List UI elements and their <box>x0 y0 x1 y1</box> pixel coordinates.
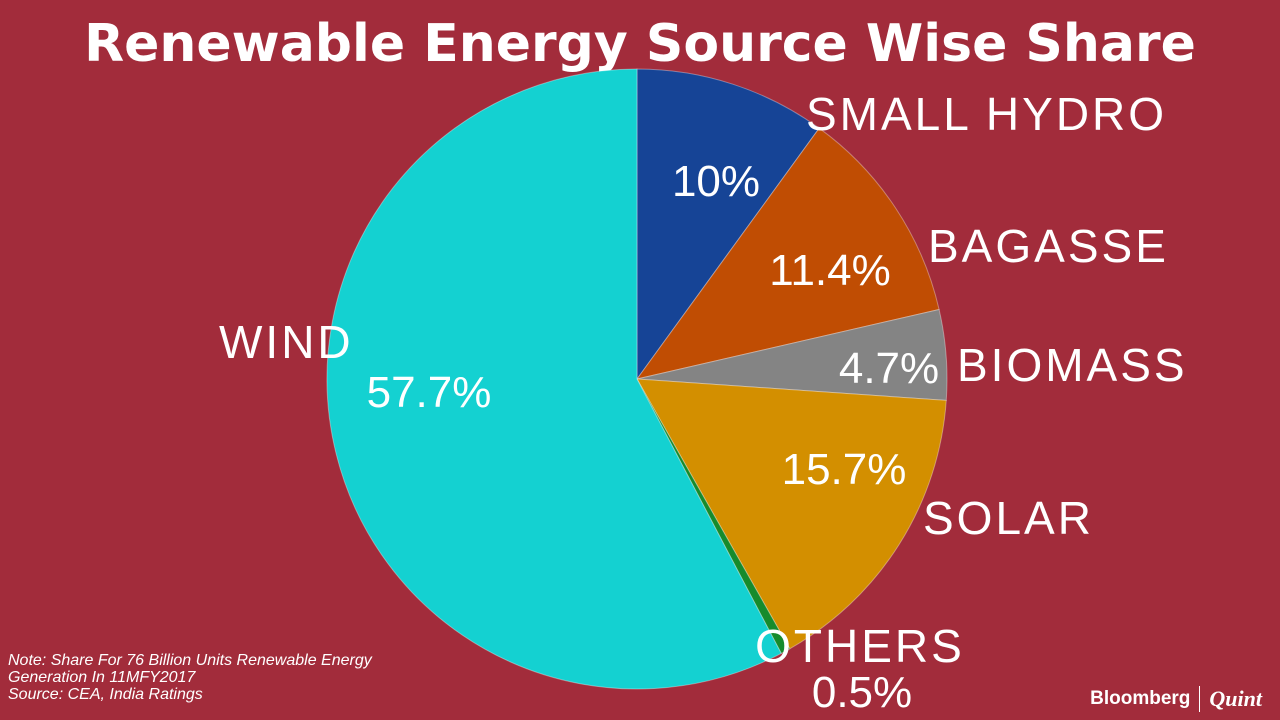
category-label-solar: SOLAR <box>923 492 1094 544</box>
pie-slice-bagasse <box>635 127 940 380</box>
source-line: Source: CEA, India Ratings <box>8 686 203 703</box>
category-label-bagasse: BAGASSE <box>928 220 1169 272</box>
pie-slice-biomass <box>636 308 948 401</box>
chart-title: Renewable Energy Source Wise Share <box>84 14 1196 74</box>
category-label-small-hydro: SMALL HYDRO <box>806 88 1167 140</box>
brand-name-quint: Quint <box>1209 686 1262 711</box>
pie-slice-wind <box>326 68 782 690</box>
pie-slice-others <box>636 378 791 655</box>
brand-divider <box>1199 686 1201 712</box>
pie-slice-solar <box>636 378 947 650</box>
category-label-wind: WIND <box>219 316 354 368</box>
note-line-2: Generation In 11MFY2017 <box>8 669 196 686</box>
category-label-others: OTHERS <box>755 620 965 672</box>
note-line-1: Note: Share For 76 Billion Units Renewab… <box>8 652 372 669</box>
footnote: Note: Share For 76 Billion Units Renewab… <box>8 652 372 703</box>
pie-slice-small-hydro <box>636 68 820 381</box>
value-label-wind: 57.7% <box>367 368 492 417</box>
brand-logo: Bloomberg Quint <box>1090 686 1262 712</box>
value-label-small-hydro: 10% <box>672 157 760 206</box>
value-label-others: 0.5% <box>812 668 912 717</box>
value-label-bagasse: 11.4% <box>769 246 891 295</box>
value-label-biomass: 4.7% <box>839 344 939 393</box>
brand-name-bloomberg: Bloomberg <box>1090 688 1191 709</box>
category-label-biomass: BIOMASS <box>957 339 1188 391</box>
value-label-solar: 15.7% <box>782 445 907 494</box>
